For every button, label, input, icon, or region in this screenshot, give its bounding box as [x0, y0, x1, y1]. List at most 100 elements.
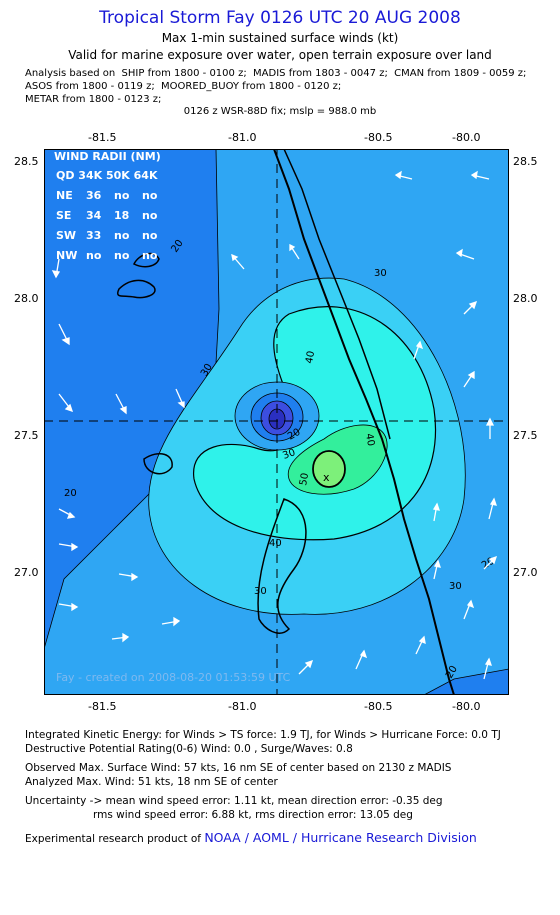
lon-tick-label: -80.5: [364, 131, 393, 144]
map-frame: [44, 149, 509, 695]
lon-tick-label: -80.0: [452, 700, 481, 713]
wind-radii-row: NW no no no: [56, 249, 158, 262]
wind-arrow: [470, 170, 490, 180]
contour-label: 30: [281, 447, 297, 462]
lat-tick-label: 27.5: [513, 429, 538, 442]
contour-label: 30: [374, 268, 387, 279]
wind-arrow: [58, 602, 79, 612]
lon-tick-label: -81.5: [88, 131, 117, 144]
ike-line: Integrated Kinetic Energy: for Winds > T…: [25, 729, 501, 741]
wind-radii-row: SE 34 18 no: [56, 209, 158, 222]
fix-line: 0126 z WSR-88D fix; mslp = 988.0 mb: [183, 106, 377, 117]
svg-text:33: 33: [86, 229, 101, 242]
contour-label: 40: [269, 538, 282, 549]
wind-arrow: [118, 572, 139, 582]
svg-text:34: 34: [86, 209, 102, 222]
wind-arrow: [488, 497, 497, 520]
lat-tick-label: 28.5: [513, 155, 538, 168]
svg-text:no: no: [114, 229, 130, 242]
map-credit: Fay - created on 2008-08-20 01:53:59 UTC: [56, 671, 291, 684]
max-wind-marker: x: [323, 471, 330, 484]
lake: [257, 498, 307, 634]
lon-tick-label: -81.0: [228, 131, 257, 144]
lake: [143, 452, 173, 475]
coastline: [273, 149, 455, 695]
contour-region-55: [312, 450, 346, 488]
contour-label: 40: [363, 433, 376, 447]
svg-text:SW: SW: [56, 229, 76, 242]
lon-tick-label: -80.5: [364, 700, 393, 713]
wind-arrow: [455, 248, 475, 260]
lake: [132, 252, 160, 268]
svg-text:no: no: [142, 189, 158, 202]
wind-arrow: [415, 635, 426, 655]
wind-arrow: [433, 559, 441, 580]
lake: [117, 279, 156, 299]
lat-tick-label: 28.5: [14, 155, 39, 168]
wind-arrow: [115, 393, 127, 415]
wind-arrow: [483, 657, 492, 680]
wind-arrow: [463, 370, 475, 388]
wind-arrow: [58, 508, 76, 519]
dpr-line: Destructive Potential Rating(0-6) Wind: …: [25, 743, 353, 755]
wind-arrow: [485, 417, 495, 439]
wind-arrow: [51, 258, 61, 279]
wind-radii-table: WIND RADII (NM) QD 34K 50K 64K NE 36 no …: [54, 150, 161, 262]
contour-label: 50: [298, 472, 311, 486]
lon-tick-label: -80.0: [452, 131, 481, 144]
wind-arrow: [175, 388, 185, 409]
svg-text:no: no: [142, 229, 158, 242]
analysis-line: ASOS from 1800 - 0119 z; MOORED_BUOY fro…: [25, 81, 342, 92]
product-link[interactable]: NOAA / AOML / Hurricane Research Divisio…: [204, 830, 477, 845]
wind-arrow: [111, 632, 130, 643]
wind-radii-row: NE 36 no no: [56, 189, 158, 202]
lon-tick-label: -81.0: [228, 700, 257, 713]
lat-tick-label: 27.0: [513, 566, 538, 579]
lat-tick-label: 27.0: [14, 566, 39, 579]
wind-arrow: [231, 253, 245, 270]
lat-tick-label: 28.0: [513, 292, 538, 305]
wind-arrow: [58, 542, 79, 552]
svg-text:36: 36: [86, 189, 102, 202]
svg-text:NW: NW: [56, 249, 77, 262]
analysis-sources: Analysis based on SHIP from 1800 - 0100 …: [25, 67, 526, 106]
product-prefix: Experimental research product of: [25, 833, 201, 845]
svg-text:NE: NE: [56, 189, 73, 202]
svg-text:no: no: [114, 189, 130, 202]
wind-field-map: x 20 20 30 30 30 40 40 20 30 50 20 30 20…: [44, 149, 509, 695]
contour-label: 20: [64, 488, 77, 499]
product-credit: Experimental research product of NOAA / …: [25, 830, 477, 845]
wind-arrow: [432, 502, 440, 522]
svg-text:no: no: [86, 249, 102, 262]
wind-arrow: [394, 170, 413, 180]
wind-arrow: [58, 323, 70, 346]
wind-arrow: [413, 340, 424, 360]
svg-text:18: 18: [114, 209, 129, 222]
svg-text:no: no: [142, 249, 158, 262]
analysis-line: METAR from 1800 - 0123 z;: [25, 94, 162, 105]
wind-arrow: [355, 649, 368, 670]
svg-text:SE: SE: [56, 209, 71, 222]
analyzed-max-line: Analyzed Max. Wind: 51 kts, 18 nm SE of …: [25, 776, 278, 788]
lat-tick-label: 27.5: [14, 429, 39, 442]
wind-radii-header: QD 34K 50K 64K: [56, 169, 158, 182]
contour-label: 30: [254, 586, 267, 597]
wind-arrow: [483, 555, 498, 570]
analysis-line: Analysis based on SHIP from 1800 - 0100 …: [25, 68, 527, 79]
lat-tick-label: 28.0: [14, 292, 39, 305]
contour-label: 40: [304, 350, 317, 364]
uncertainty-rms-line: rms wind speed error: 6.88 kt, rms direc…: [93, 809, 413, 821]
map-title: Tropical Storm Fay 0126 UTC 20 AUG 2008: [99, 8, 461, 28]
lon-tick-label: -81.5: [88, 700, 117, 713]
observed-max-line: Observed Max. Surface Wind: 57 kts, 16 n…: [25, 762, 452, 774]
wind-arrow: [298, 659, 314, 675]
map-subtitle-exposure: Valid for marine exposure over water, op…: [68, 48, 492, 62]
coastline-barrier: [283, 149, 391, 440]
contour-label: 30: [449, 581, 462, 592]
wind-arrow: [289, 243, 300, 260]
wind-arrows: [51, 170, 498, 680]
wind-arrow: [58, 393, 74, 413]
wind-radii-title: WIND RADII (NM): [54, 150, 161, 163]
wind-arrow: [161, 616, 181, 627]
wind-arrow: [463, 300, 478, 315]
